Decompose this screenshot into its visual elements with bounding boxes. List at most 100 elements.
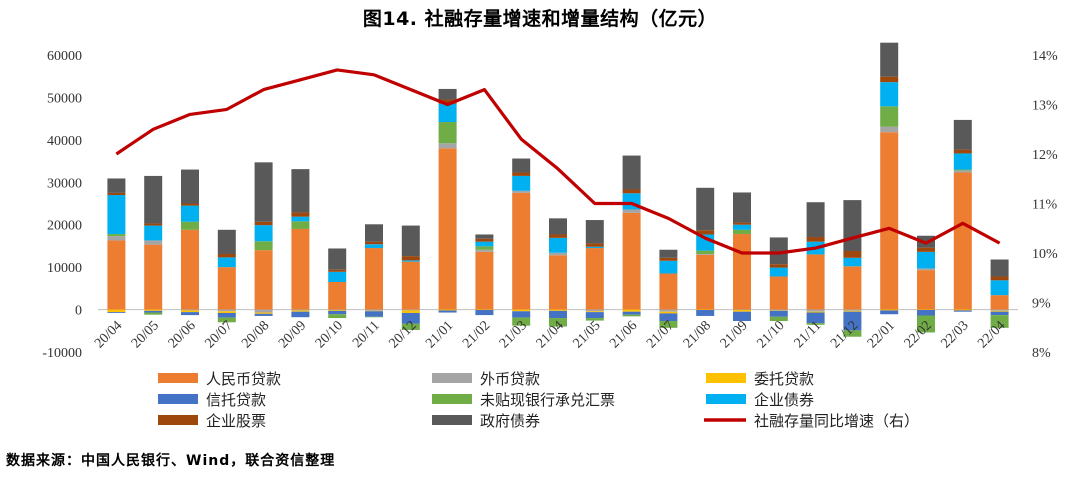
legend-swatch [158,415,198,425]
x-axis-tick-label: 20/10 [313,318,346,351]
bar-segment [181,310,199,313]
bar-segment [806,237,825,242]
y-left-tick-label: 0 [75,304,82,319]
bar-segment [769,310,788,317]
bar-segment [733,234,751,310]
bar-segment [475,234,494,239]
bar-segment [512,158,531,173]
bar-segment [733,222,751,225]
growth-line-group [115,68,1001,255]
bar-segment [291,169,310,213]
bar-segment [659,313,678,322]
chart-title: 图14. 社融存量增速和增量结构（亿元） [362,8,718,30]
bar-segment [585,220,604,244]
growth-rate-line [115,68,1001,255]
y-right-tick-label: 14% [1032,49,1058,64]
bar-segment [254,312,273,314]
bar-segment [401,256,420,261]
bar-segment [291,216,310,222]
bar-segment [696,250,715,254]
bar-segment [880,310,899,315]
bar-segment [291,228,310,310]
bar-segment [549,252,567,256]
legend-swatch [432,373,472,383]
y-right-tick-label: 13% [1032,99,1058,114]
bar-segment [549,234,567,238]
x-axis-tick-label: 20/08 [239,318,272,351]
legend-swatch [158,394,198,404]
bar-segment [880,76,899,83]
bar-segment [254,241,273,251]
bar-segment [144,309,163,311]
y-left-tick-label: 30000 [47,176,82,191]
legend-label: 人民币贷款 [206,370,281,388]
x-axis-tick-label: 20/11 [350,318,383,351]
x-axis-tick-label: 21/08 [681,318,714,351]
bar-segment [696,254,715,310]
x-axis-tick-labels: 20/04 20/05 20/06 20/07 20/08 20/09 20/10 20/11… [92,318,1008,351]
bar-segment [512,311,531,318]
legend-swatch [158,373,198,383]
bar-segment [254,250,273,310]
bar-segment [438,122,457,144]
bar-segment [733,311,751,322]
bar-segment [475,249,494,252]
bar-segment [585,246,604,249]
bar-segment [843,309,862,311]
bar-segment [438,148,457,310]
bar-segment [217,257,236,268]
bar-segment [365,310,383,312]
x-axis-tick-label: 20/09 [276,318,309,351]
bar-segment [401,323,420,330]
bar-segment [622,309,641,312]
bar-segment [217,309,236,312]
bar-segment [144,244,163,310]
y-right-tick-label: 10% [1032,247,1058,262]
bar-segment [181,221,199,230]
bar-segment [806,323,825,325]
bar-segment [475,251,494,310]
bar-segment [254,162,273,222]
bar-segment [953,169,972,171]
bar-segment [806,312,825,324]
bar-segment [990,280,1009,296]
y-left-tick-label: 50000 [47,91,82,106]
x-axis-tick-label: 22/03 [938,318,971,351]
bar-segment [622,314,641,317]
bar-segment [990,311,1009,316]
bar-segment [953,310,972,312]
bar-segment [512,172,531,176]
bar-segment [953,172,972,310]
bar-segment [217,317,236,323]
legend-label: 企业股票 [206,412,266,430]
bar-segment [880,132,899,310]
bar-segment [328,314,347,319]
bar-segment [181,169,199,204]
bar-segment [438,309,457,311]
legend-swatch [432,415,472,425]
bar-segment [659,321,678,328]
bar-segment [769,316,788,322]
source-note: 数据来源：中国人民银行、Wind，联合资信整理 [6,453,336,469]
bar-segment [733,192,751,223]
x-axis-tick-label: 20/07 [202,318,235,351]
bar-segment [953,309,972,311]
bar-segment [438,143,457,149]
bar-segment [917,309,935,316]
x-axis-tick-label: 21/10 [754,318,787,351]
bar-segment [107,240,126,310]
bar-segment [585,311,604,313]
bar-segment [365,311,383,317]
y-left-tick-label: -10000 [42,346,82,361]
x-axis-tick-label: 20/05 [129,318,162,351]
bar-segment [733,229,751,235]
bar-segment [254,309,273,313]
bar-segment [328,271,347,282]
legend-label: 企业债券 [754,391,814,409]
bar-segment [696,309,715,311]
bar-segment [990,259,1009,277]
bar-segment [659,309,678,312]
legend-label: 社融存量同比增速（右） [754,412,919,430]
bar-segment [990,315,1009,328]
